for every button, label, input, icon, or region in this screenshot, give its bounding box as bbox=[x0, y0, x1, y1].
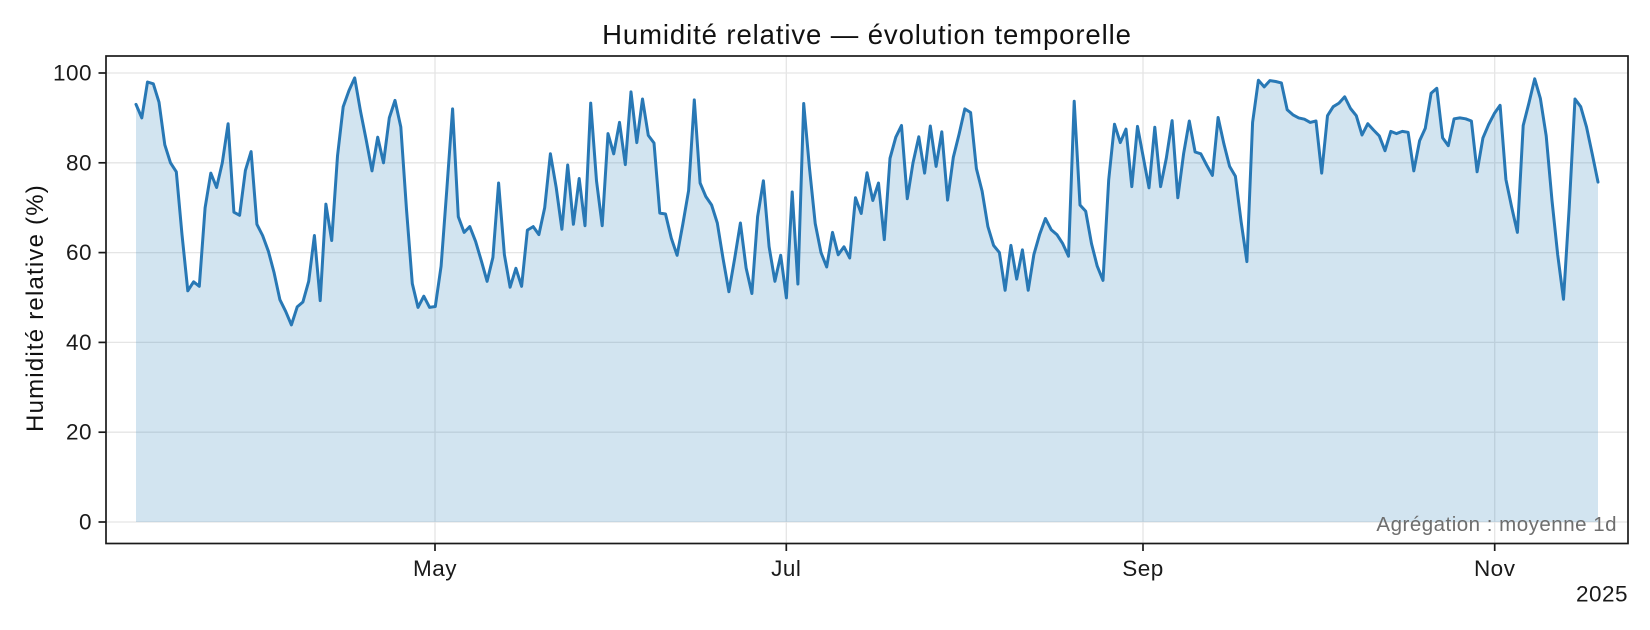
svg-text:20: 20 bbox=[66, 420, 92, 445]
svg-text:Humidité relative (%): Humidité relative (%) bbox=[22, 184, 49, 432]
svg-text:100: 100 bbox=[53, 61, 92, 86]
svg-text:0: 0 bbox=[79, 510, 92, 535]
svg-text:40: 40 bbox=[66, 330, 92, 355]
svg-text:May: May bbox=[413, 556, 457, 581]
svg-text:2025: 2025 bbox=[1576, 582, 1628, 607]
svg-text:Nov: Nov bbox=[1474, 556, 1516, 581]
svg-text:Humidité relative — évolution: Humidité relative — évolution temporelle bbox=[602, 19, 1132, 50]
svg-text:60: 60 bbox=[66, 240, 92, 265]
svg-text:Sep: Sep bbox=[1122, 556, 1164, 581]
svg-text:80: 80 bbox=[66, 150, 92, 175]
svg-text:Agrégation : moyenne 1d: Agrégation : moyenne 1d bbox=[1376, 513, 1617, 536]
svg-text:Jul: Jul bbox=[771, 556, 801, 581]
